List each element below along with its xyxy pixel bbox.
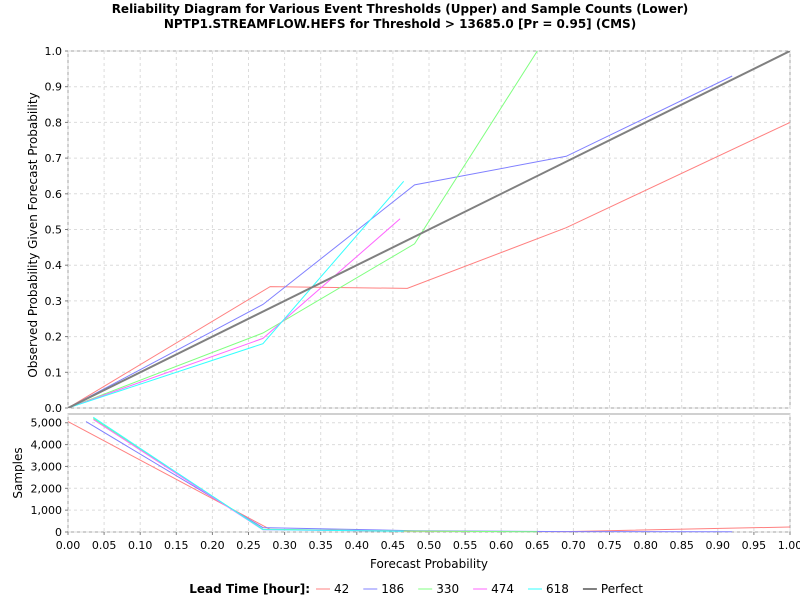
lower-y-tick-label: 2,000 (31, 482, 63, 495)
upper-y-tick-label: 0.3 (45, 295, 63, 308)
x-tick-labels: 0.00 0.05 0.10 0.15 0.20 0.25 0.30 0.35 0.40 0.45… (56, 532, 800, 552)
lower-y-tick-label: 1,000 (31, 504, 63, 517)
upper-y-tick-label: 0.0 (45, 402, 63, 415)
lower-series-lines (67, 416, 791, 533)
x-tick-label: 0.45 (381, 539, 406, 552)
samples-line-618 (93, 416, 404, 532)
lower-y-tick-label: 4,000 (31, 439, 63, 452)
upper-y-tick-label: 0.9 (45, 81, 63, 94)
upper-y-tick-label: 0.2 (45, 331, 63, 344)
x-tick-label: 0.65 (525, 539, 550, 552)
reliability-line-618 (68, 180, 405, 408)
x-tick-label: 0.50 (417, 539, 442, 552)
upper-series-lines (68, 51, 790, 408)
x-tick-label: 0.95 (742, 539, 767, 552)
x-tick-label: 0.55 (453, 539, 478, 552)
x-tick-label: 0.35 (308, 539, 333, 552)
upper-y-tick-label: 0.6 (45, 188, 63, 201)
reliability-line-330 (68, 51, 538, 408)
x-tick-label: 0.05 (92, 539, 117, 552)
x-tick-label: 0.30 (272, 539, 297, 552)
upper-y-tick-label: 0.7 (45, 152, 63, 165)
legend-title: Lead Time [hour]: (189, 582, 310, 596)
chart-title-line2: NPTP1.STREAMFLOW.HEFS for Threshold > 13… (164, 17, 636, 31)
x-tick-label: 0.00 (56, 539, 81, 552)
upper-y-tick-label: 0.5 (45, 224, 63, 237)
upper-plot: 0.0 0.1 0.2 0.3 0.4 0.5 0.6 0.7 0.8 0.9 1.0 (45, 45, 791, 415)
x-tick-label: 0.60 (489, 539, 514, 552)
legend-label-perfect: Perfect (601, 582, 643, 596)
upper-y-tick-label: 1.0 (45, 45, 63, 58)
lower-y-tick-labels: 0 1,000 2,000 3,000 4,000 5,000 (31, 417, 68, 539)
legend-label-474: 474 (491, 582, 514, 596)
x-tick-label: 0.15 (164, 539, 189, 552)
x-tick-label: 0.90 (706, 539, 731, 552)
legend-label-618: 618 (546, 582, 569, 596)
chart-title-line1: Reliability Diagram for Various Event Th… (112, 2, 689, 16)
reliability-line-perfect (68, 51, 790, 408)
legend-label-330: 330 (436, 582, 459, 596)
x-tick-label: 1.00 (778, 539, 800, 552)
x-tick-label: 0.20 (200, 539, 225, 552)
upper-y-tick-labels: 0.0 0.1 0.2 0.3 0.4 0.5 0.6 0.7 0.8 0.9 1.0 (45, 45, 68, 415)
lower-y-tick-label: 5,000 (31, 417, 63, 430)
x-tick-label: 0.25 (236, 539, 261, 552)
reliability-line-474 (68, 218, 401, 408)
legend: Lead Time [hour]: 42 186 330 474 618 Perfect (189, 582, 643, 596)
reliability-line-186 (68, 75, 733, 408)
reliability-line-42 (68, 121, 790, 408)
upper-y-axis-label: Observed Probability Given Forecast Prob… (26, 92, 40, 377)
x-axis-label: Forecast Probability (370, 557, 488, 571)
upper-y-tick-label: 0.8 (45, 116, 63, 129)
upper-y-tick-label: 0.4 (45, 259, 63, 272)
x-tick-label: 0.10 (128, 539, 153, 552)
x-tick-label: 0.70 (561, 539, 586, 552)
x-tick-label: 0.80 (633, 539, 658, 552)
lower-plot: 0 1,000 2,000 3,000 4,000 5,000 (31, 413, 791, 539)
lower-y-tick-label: 0 (55, 526, 62, 539)
upper-y-tick-label: 0.1 (45, 366, 63, 379)
x-tick-label: 0.75 (597, 539, 622, 552)
lower-y-tick-label: 3,000 (31, 460, 63, 473)
x-tick-label: 0.40 (345, 539, 370, 552)
legend-label-42: 42 (334, 582, 349, 596)
x-tick-label: 0.85 (669, 539, 694, 552)
legend-label-186: 186 (381, 582, 404, 596)
lower-y-axis-label: Samples (11, 447, 25, 498)
